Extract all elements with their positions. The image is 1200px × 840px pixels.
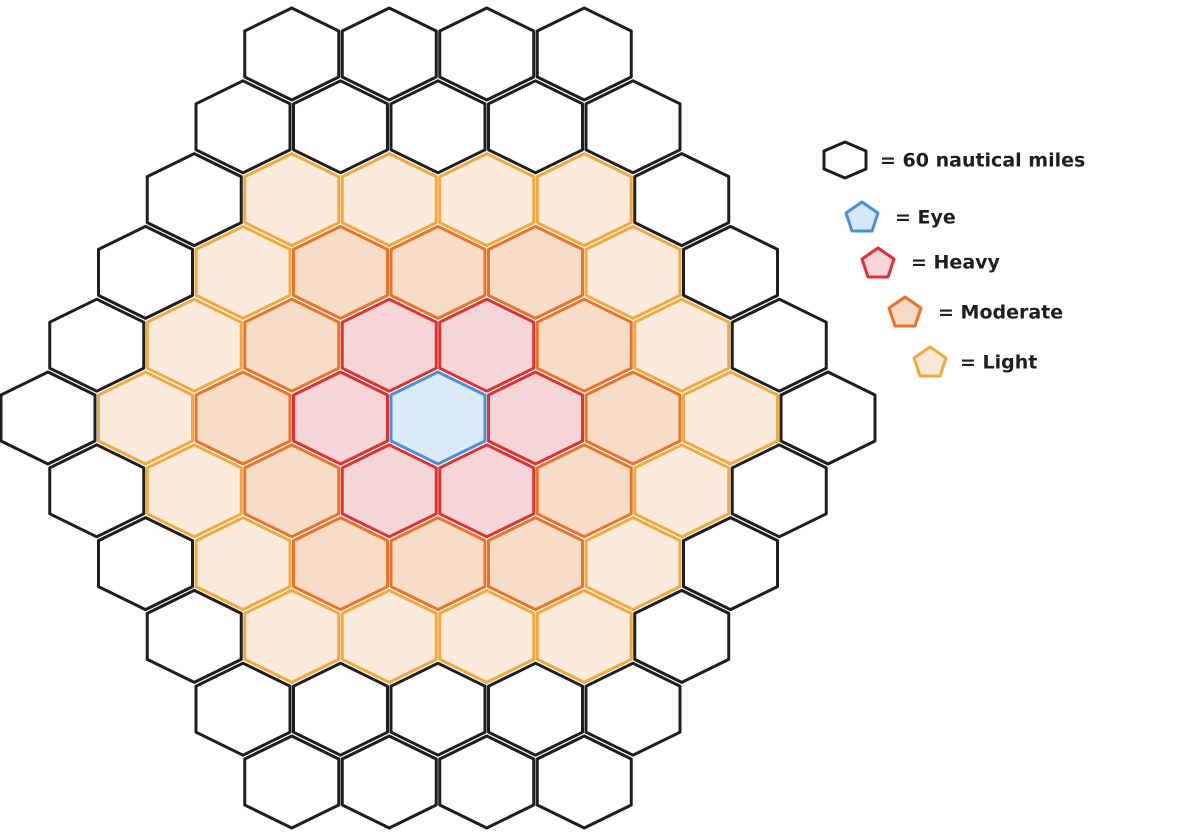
moderate-cell bbox=[243, 443, 341, 539]
outer-cell bbox=[438, 6, 536, 102]
light-cell bbox=[340, 152, 438, 248]
heavy-cell bbox=[438, 443, 536, 539]
outer-cell bbox=[535, 6, 633, 102]
outer-cell bbox=[48, 443, 146, 539]
heavy-cell bbox=[487, 370, 584, 466]
outer-cell bbox=[633, 152, 731, 248]
outer-cell bbox=[389, 79, 487, 175]
legend: = 60 nautical miles = Eye = Heavy = Mode… bbox=[822, 140, 1085, 378]
legend-label: = Light bbox=[960, 352, 1037, 374]
moderate-cell bbox=[487, 224, 584, 320]
outer-cell bbox=[340, 734, 438, 830]
outer-cell bbox=[145, 588, 243, 684]
moderate-cell bbox=[194, 370, 292, 466]
moderate-cell bbox=[389, 516, 487, 612]
moderate-cell bbox=[535, 297, 633, 393]
light-cell bbox=[584, 224, 682, 320]
outer-cell bbox=[487, 661, 584, 757]
outer-cell bbox=[438, 734, 536, 830]
light-cell bbox=[535, 152, 633, 248]
heavy-cell bbox=[340, 297, 438, 393]
legend-label: = Heavy bbox=[911, 252, 1001, 274]
moderate-cell bbox=[584, 370, 682, 466]
legend-label: = Moderate bbox=[938, 302, 1063, 324]
outer-cell bbox=[682, 224, 779, 320]
outer-cell bbox=[194, 79, 292, 175]
outer-cell bbox=[730, 443, 828, 539]
light-cell bbox=[633, 297, 731, 393]
eye-cell bbox=[389, 370, 487, 466]
light-cell bbox=[194, 224, 292, 320]
light-cell bbox=[682, 370, 779, 466]
moderate-cell bbox=[535, 443, 633, 539]
legend-moderate bbox=[887, 295, 923, 328]
outer-cell bbox=[535, 734, 633, 830]
heavy-cell bbox=[292, 370, 389, 466]
outer-cell bbox=[194, 661, 292, 757]
outer-cell bbox=[682, 516, 779, 612]
outer-cell bbox=[97, 224, 194, 320]
outer-cell bbox=[584, 661, 682, 757]
outer-cell bbox=[389, 661, 487, 757]
outer-cell bbox=[779, 370, 877, 466]
light-cell bbox=[633, 443, 731, 539]
outer-cell bbox=[243, 734, 341, 830]
light-cell bbox=[243, 152, 341, 248]
legend-label: = Eye bbox=[895, 207, 956, 229]
light-cell bbox=[535, 588, 633, 684]
legend-eye bbox=[844, 200, 880, 233]
outer-cell bbox=[292, 661, 389, 757]
heavy-cell bbox=[340, 443, 438, 539]
light-cell bbox=[145, 297, 243, 393]
light-cell bbox=[97, 370, 194, 466]
legend-label: = 60 nautical miles bbox=[880, 150, 1085, 172]
outer-cell bbox=[243, 6, 341, 102]
outer-cell bbox=[292, 79, 389, 175]
outer-cell bbox=[145, 152, 243, 248]
moderate-cell bbox=[389, 224, 487, 320]
outer-cell bbox=[340, 6, 438, 102]
moderate-cell bbox=[487, 516, 584, 612]
moderate-cell bbox=[292, 516, 389, 612]
outer-cell bbox=[0, 370, 97, 466]
outer-cell bbox=[97, 516, 194, 612]
light-cell bbox=[584, 516, 682, 612]
light-cell bbox=[438, 588, 536, 684]
legend-light bbox=[912, 345, 948, 378]
legend-heavy bbox=[860, 246, 896, 279]
light-cell bbox=[340, 588, 438, 684]
heavy-cell bbox=[438, 297, 536, 393]
light-cell bbox=[194, 516, 292, 612]
outer-cell bbox=[48, 297, 146, 393]
light-cell bbox=[145, 443, 243, 539]
outer-cell bbox=[584, 79, 682, 175]
light-cell bbox=[438, 152, 536, 248]
moderate-cell bbox=[292, 224, 389, 320]
hex-grid bbox=[0, 6, 877, 830]
outer-cell bbox=[633, 588, 731, 684]
moderate-cell bbox=[243, 297, 341, 393]
legend-hex bbox=[822, 140, 868, 180]
outer-cell bbox=[730, 297, 828, 393]
light-cell bbox=[243, 588, 341, 684]
outer-cell bbox=[487, 79, 584, 175]
